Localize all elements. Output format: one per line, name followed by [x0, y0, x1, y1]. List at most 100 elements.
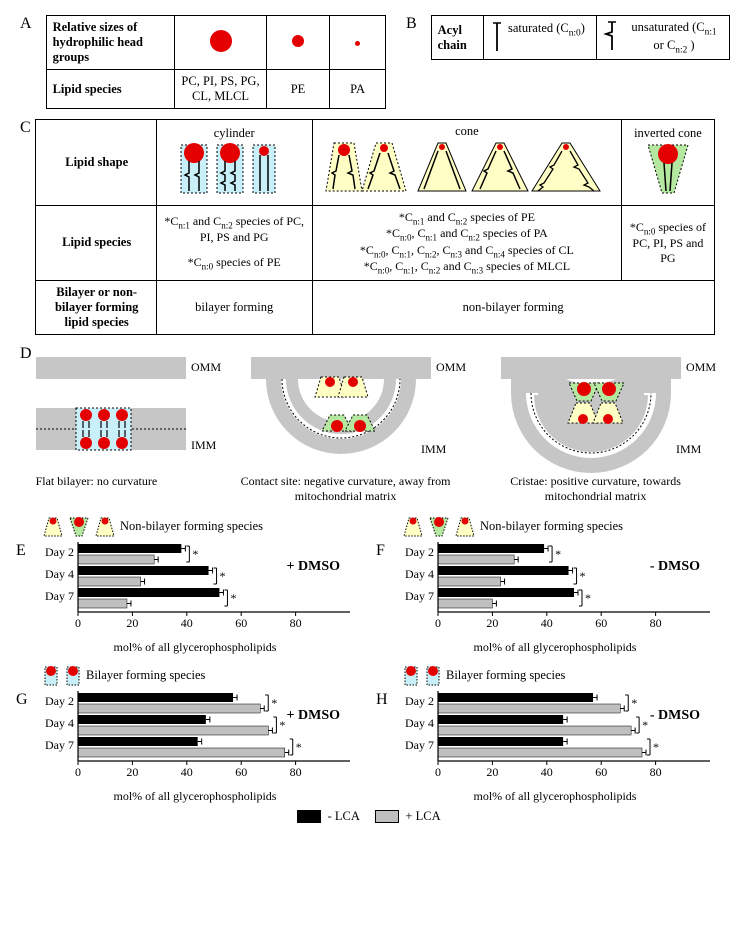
svg-text:80: 80	[650, 765, 662, 779]
cone-shapes-icon	[322, 139, 612, 197]
saturated-text: saturated (Cn:0)	[508, 21, 585, 39]
unsaturated-text: unsaturated (Cn:1 or Cn:2 )	[625, 20, 723, 55]
species-col-1: PC, PI, PS, PG, CL, MLCL	[175, 70, 266, 109]
svg-text:60: 60	[235, 616, 247, 630]
svg-text:- DMSO: - DMSO	[650, 708, 700, 723]
svg-text:Day 4: Day 4	[45, 567, 74, 581]
svg-text:20: 20	[126, 616, 138, 630]
inv-species: *Cn:0 species of PC, PI, PS and PG	[622, 206, 715, 281]
svg-text:0: 0	[435, 765, 441, 779]
svg-text:Day 2: Day 2	[45, 545, 74, 559]
svg-text:*: *	[230, 591, 236, 605]
contact-site-icon: OMM	[226, 353, 466, 468]
svg-text:20: 20	[486, 616, 498, 630]
cylinder-shapes-icon	[169, 141, 299, 196]
svg-text:0: 0	[75, 616, 81, 630]
contact-caption: Contact site: negative curvature, away f…	[226, 474, 466, 504]
svg-text:60: 60	[595, 616, 607, 630]
cone-species: *Cn:1 and Cn:2 species of PE *Cn:0, Cn:1…	[312, 206, 621, 281]
svg-text:Day 4: Day 4	[405, 567, 434, 581]
svg-text:80: 80	[290, 616, 302, 630]
chart-g: Day 2*Day 4*Day 7*+ DMSO020406080	[30, 689, 360, 791]
svg-text:IMM: IMM	[421, 442, 447, 456]
saturated-chain-icon	[490, 21, 504, 55]
svg-text:Day 2: Day 2	[405, 545, 434, 559]
svg-text:+ DMSO: + DMSO	[287, 708, 341, 723]
svg-text:Day 4: Day 4	[45, 716, 74, 730]
svg-text:Day 7: Day 7	[405, 589, 434, 603]
svg-text:40: 40	[541, 616, 553, 630]
invcone-name: inverted cone	[628, 126, 708, 141]
chart-f: Day 2*Day 4*Day 7*- DMSO020406080	[390, 540, 720, 642]
cristae-caption: Cristae: positive curvature, towards mit…	[476, 474, 716, 504]
legend-minus-text: - LCA	[328, 809, 360, 823]
svg-text:*: *	[653, 740, 659, 754]
headgroup-dot-small	[355, 41, 360, 46]
cristae-icon: OMM	[476, 353, 716, 468]
svg-text:60: 60	[235, 765, 247, 779]
panel-b-table: Acyl chain saturated (Cn:0) unsatura	[431, 15, 730, 60]
chart-e: Day 2 * Day 4 * Day 7 * + DMSO 0 20 40 60 80	[30, 540, 360, 642]
svg-text:Day 7: Day 7	[405, 738, 434, 752]
headgroup-dot-large	[210, 30, 232, 52]
panel-label-c: C	[20, 119, 31, 137]
panel-label-a: A	[20, 15, 32, 33]
lipid-species-label: Lipid species	[46, 70, 175, 109]
svg-text:40: 40	[181, 616, 193, 630]
svg-text:20: 20	[486, 765, 498, 779]
panel-label-d: D	[20, 345, 32, 363]
svg-text:Day 2: Day 2	[45, 694, 74, 708]
legend-plus-text: + LCA	[405, 809, 440, 823]
svg-text:80: 80	[650, 616, 662, 630]
svg-text:IMM: IMM	[191, 438, 217, 452]
svg-text:*: *	[631, 696, 637, 710]
svg-text:*: *	[555, 547, 561, 561]
svg-text:Day 2: Day 2	[405, 694, 434, 708]
svg-text:*: *	[279, 718, 285, 732]
bilayer-cyl: bilayer forming	[156, 280, 312, 334]
svg-text:+ DMSO: + DMSO	[287, 559, 341, 574]
acyl-chain-label: Acyl chain	[431, 16, 483, 60]
svg-text:60: 60	[595, 765, 607, 779]
cyl-name: cylinder	[163, 126, 306, 141]
legend-minus-swatch	[297, 810, 321, 823]
panel-label-b: B	[406, 15, 417, 33]
svg-text:- DMSO: - DMSO	[650, 559, 700, 574]
bilayer-label: Bilayer or non-bilayer forming lipid spe…	[35, 280, 156, 334]
unsaturated-chain-icon	[603, 20, 621, 54]
cone-name: cone	[319, 124, 615, 139]
svg-text:0: 0	[435, 616, 441, 630]
flat-bilayer-icon: OMM IMM	[36, 353, 216, 468]
svg-text:IMM: IMM	[676, 442, 702, 456]
lipid-species-label-c: Lipid species	[35, 206, 156, 281]
lipid-shape-label: Lipid shape	[35, 120, 156, 206]
svg-text:Day 7: Day 7	[45, 589, 74, 603]
svg-text:40: 40	[541, 765, 553, 779]
panel-c-table: Lipid shape cylinder	[35, 119, 715, 335]
headgroup-dot-med	[292, 35, 304, 47]
species-col-3: PA	[330, 70, 386, 109]
legend: - LCA + LCA	[20, 808, 730, 824]
svg-text:*: *	[580, 569, 586, 583]
svg-text:0: 0	[75, 765, 81, 779]
legend-plus-swatch	[375, 810, 399, 823]
cyl-species: *Cn:1 and Cn:2 species of PC, PI, PS and…	[156, 206, 312, 281]
inverted-cone-icon	[638, 141, 698, 196]
svg-text:*: *	[271, 696, 277, 710]
panel-a-table: Relative sizes of hydrophilic head group…	[46, 15, 386, 109]
svg-text:20: 20	[126, 765, 138, 779]
svg-text:*: *	[192, 547, 198, 561]
svg-text:40: 40	[181, 765, 193, 779]
svg-text:Day 7: Day 7	[45, 738, 74, 752]
svg-text:*: *	[296, 740, 302, 754]
chart-h: Day 2*Day 4*Day 7*- DMSO020406080	[390, 689, 720, 791]
bilayer-other: non-bilayer forming	[312, 280, 714, 334]
svg-text:*: *	[642, 718, 648, 732]
svg-text:Day 4: Day 4	[405, 716, 434, 730]
species-col-2: PE	[266, 70, 330, 109]
svg-text:OMM: OMM	[436, 360, 466, 374]
svg-text:*: *	[220, 569, 226, 583]
svg-text:OMM: OMM	[686, 360, 716, 374]
flat-caption: Flat bilayer: no curvature	[36, 474, 216, 489]
svg-text:80: 80	[290, 765, 302, 779]
